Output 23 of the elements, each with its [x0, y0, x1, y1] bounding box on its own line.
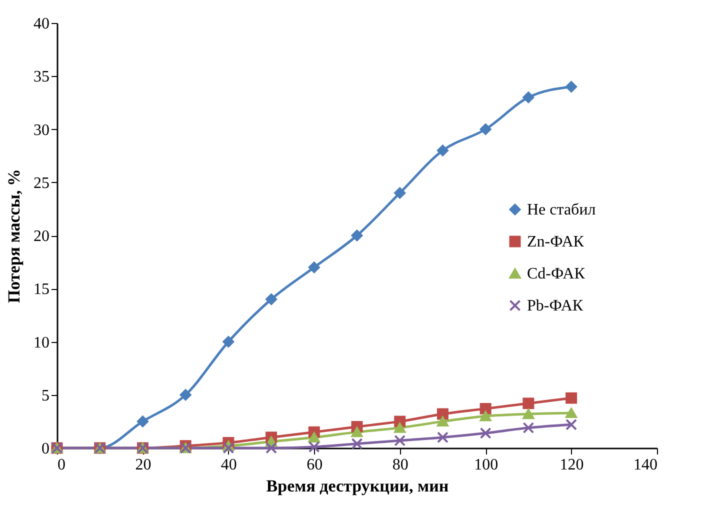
y-axis-title: Потеря массы, % — [4, 168, 24, 304]
x-tick-label: 120 — [560, 456, 584, 474]
y-tick-label: 10 — [34, 334, 50, 352]
x-tick-label: 100 — [474, 456, 498, 474]
y-tick-label: 30 — [34, 122, 50, 139]
y-tick-label: 5 — [42, 387, 50, 404]
x-tick-label: 80 — [392, 456, 408, 474]
x-tick-label: 0 — [58, 456, 66, 474]
y-tick-label: 20 — [34, 228, 50, 245]
y-tick-label: 15 — [34, 281, 50, 298]
legend-label: Zn-ФАК — [527, 234, 584, 250]
y-tick-label: 40 — [34, 16, 50, 32]
x-tick-label: 40 — [220, 456, 237, 474]
y-tick-label: 25 — [34, 174, 50, 192]
y-tick-label: 0 — [42, 440, 50, 458]
legend-label: Не стабил — [527, 202, 596, 218]
legend-label: Cd-ФАК — [527, 266, 586, 282]
x-tick-label: 20 — [135, 456, 152, 474]
y-tick-label: 35 — [34, 68, 50, 86]
x-tick-label: 140 — [634, 456, 658, 474]
x-axis-title: Время деструкции, мин — [266, 476, 449, 496]
x-tick-label: 60 — [306, 456, 323, 474]
legend-label: Pb-ФАК — [527, 298, 584, 314]
